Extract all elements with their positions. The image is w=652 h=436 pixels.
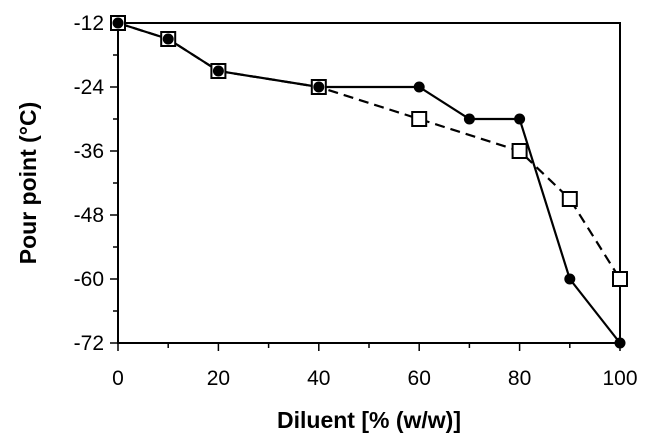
- filled-circle-marker: [564, 273, 576, 285]
- filled-circle-marker: [212, 65, 224, 77]
- filled-circle-marker: [413, 81, 425, 93]
- plot-frame: [117, 22, 621, 344]
- x-tick-label: 60: [408, 367, 431, 390]
- y-axis-title: Pour point (°C): [15, 102, 41, 265]
- y-tick-label: -72: [74, 332, 104, 355]
- filled-circle-marker: [514, 113, 526, 125]
- x-axis-title: Diluent [% (w/w)]: [277, 407, 461, 433]
- filled-circle-marker: [162, 33, 174, 45]
- dashed-series-line: [117, 21, 621, 280]
- y-tick-label: -36: [74, 140, 104, 163]
- y-tick-label: -12: [74, 12, 104, 35]
- filled-circle-marker: [614, 337, 626, 349]
- x-tick-label: 100: [602, 367, 637, 390]
- x-tick-label: 20: [207, 367, 230, 390]
- open-square-marker: [511, 143, 528, 159]
- axes-layer: 0 20 40 60 80 100 -12 -24 -36 -48 -60 -72: [74, 12, 638, 390]
- filled-circle-marker: [463, 113, 475, 125]
- x-tick-label: 0: [112, 367, 124, 390]
- y-tick-label: -48: [74, 204, 104, 227]
- y-tick-label: -24: [74, 76, 105, 99]
- x-tick-label: 80: [508, 367, 531, 390]
- filled-circle-marker: [112, 17, 124, 29]
- open-square-marker: [612, 271, 628, 287]
- open-square-marker: [411, 111, 428, 127]
- y-tick-label: -60: [74, 268, 104, 291]
- open-square-marker: [561, 191, 578, 207]
- solid-series-line: [117, 21, 621, 344]
- x-tick-label: 40: [307, 367, 330, 390]
- filled-circle-marker: [313, 81, 325, 93]
- series-layer: [110, 15, 628, 349]
